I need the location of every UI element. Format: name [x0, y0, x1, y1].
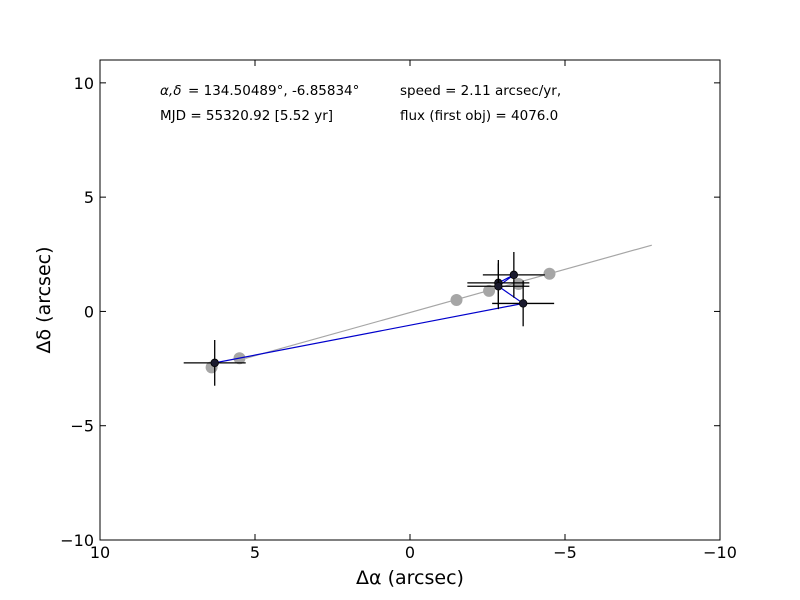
- measurement-point: [494, 282, 503, 291]
- measurement-point: [509, 270, 519, 280]
- x-tick-label: −5: [553, 543, 577, 562]
- model-position-marker: [483, 284, 496, 297]
- model-position-marker: [543, 267, 556, 280]
- x-axis-label: Δα (arcsec): [356, 567, 464, 589]
- annotation-coords-value: = 134.50489°, -6.85834°: [188, 83, 359, 99]
- y-tick-label: −5: [70, 417, 94, 436]
- y-axis-label: Δδ (arcsec): [33, 246, 55, 353]
- fit-line: [245, 244, 652, 359]
- x-tick-label: −10: [703, 543, 737, 562]
- x-tick-label: 5: [250, 543, 260, 562]
- y-tick-label: 0: [84, 302, 94, 321]
- measurement-point: [210, 358, 219, 368]
- y-tick-label: 5: [84, 188, 94, 207]
- annotation-flux: flux (first obj) = 4076.0: [400, 108, 558, 124]
- x-tick-label: 10: [90, 543, 110, 562]
- measurement-point: [518, 299, 528, 308]
- y-tick-label: −10: [60, 531, 94, 550]
- model-position-marker: [450, 294, 463, 306]
- x-tick-label: 0: [405, 543, 415, 562]
- annotation-speed: speed = 2.11 arcsec/yr,: [400, 83, 561, 99]
- annotation-coords-label: α,δ: [160, 83, 181, 99]
- y-tick-label: 10: [74, 74, 94, 93]
- measurement-path: [214, 274, 525, 364]
- plot-area: [183, 244, 652, 386]
- annotation-mjd: MJD = 55320.92 [5.52 yr]: [160, 108, 333, 124]
- model-position-marker: [512, 278, 525, 290]
- axes-frame: [99, 59, 721, 541]
